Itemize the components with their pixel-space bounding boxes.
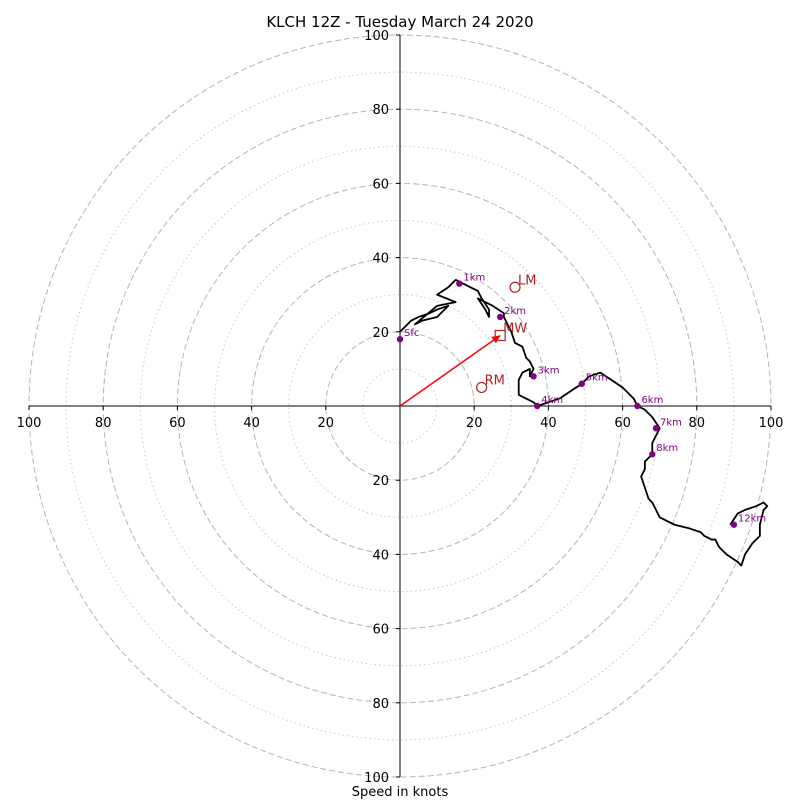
- mw-label: MW: [503, 322, 527, 337]
- x-axis-label: Speed in knots: [352, 785, 449, 800]
- height-marker-dot: [649, 451, 656, 458]
- y-tick-label: 100: [364, 771, 389, 786]
- x-tick-label: 100: [17, 416, 42, 431]
- height-marker-label: 1km: [463, 273, 485, 284]
- x-tick-label: 20: [318, 416, 335, 431]
- height-marker-label: 5km: [586, 373, 608, 384]
- chart-title: KLCH 12Z - Tuesday March 24 2020: [266, 13, 533, 31]
- lm-label: LM: [518, 273, 536, 288]
- mw-marker: [494, 329, 506, 342]
- y-tick-label: 80: [372, 697, 389, 712]
- height-marker-dot: [534, 402, 541, 410]
- height-marker-dot: [634, 402, 641, 410]
- storm-motion-markers: RM LM MW: [476, 273, 536, 394]
- height-marker-dot: [396, 336, 404, 343]
- y-tick-label: 60: [372, 177, 389, 192]
- height-marker-label: 6km: [641, 395, 663, 406]
- hodograph: [399, 278, 769, 567]
- lm-marker: [509, 281, 521, 293]
- y-tick-label: 20: [372, 326, 389, 341]
- x-tick-label: 40: [243, 416, 260, 431]
- height-marker-dot: [652, 425, 660, 432]
- height-marker-label: Sfc: [404, 328, 419, 339]
- y-tick-label: 40: [372, 548, 389, 563]
- x-tick-label: 20: [466, 416, 483, 431]
- height-marker-label: 12km: [738, 514, 766, 525]
- height-marker-dot: [530, 373, 537, 380]
- height-marker-label: 4km: [541, 395, 563, 406]
- x-tick-label: 80: [95, 416, 112, 431]
- mean-wind-vector: [399, 334, 501, 407]
- x-tick-label: 100: [759, 416, 784, 431]
- rm-marker: [476, 381, 488, 394]
- height-marker-label: 2km: [504, 306, 526, 317]
- height-marker-label: 8km: [656, 443, 678, 454]
- height-marker-dot: [578, 380, 585, 387]
- mean-wind-arrow-line: [399, 334, 501, 407]
- x-tick-label: 60: [169, 416, 186, 431]
- height-marker-dot: [456, 280, 463, 287]
- y-tick-label: 100: [364, 29, 389, 44]
- height-markers: Sfc 1km 2km 3km 4km 5km 6km 7km 8km 12km: [396, 273, 766, 528]
- hodograph-line: [399, 278, 769, 567]
- x-tick-label: 80: [689, 416, 706, 431]
- height-marker-dot: [496, 313, 504, 321]
- x-tick-label: 40: [540, 416, 557, 431]
- height-marker-label: 3km: [538, 365, 560, 376]
- y-tick-label: 40: [372, 252, 389, 267]
- y-tick-label: 60: [372, 623, 389, 638]
- rm-label: RM: [485, 373, 505, 388]
- tick-labels: 100 80 60 40 20 20 40 60 80 100 100 80 60 40 20 20 40 60 8…: [17, 29, 784, 786]
- height-marker-label: 7km: [660, 417, 682, 428]
- y-tick-label: 80: [372, 103, 389, 118]
- x-tick-label: 60: [614, 416, 631, 431]
- height-marker-dot: [730, 521, 738, 528]
- y-tick-label: 20: [372, 474, 389, 489]
